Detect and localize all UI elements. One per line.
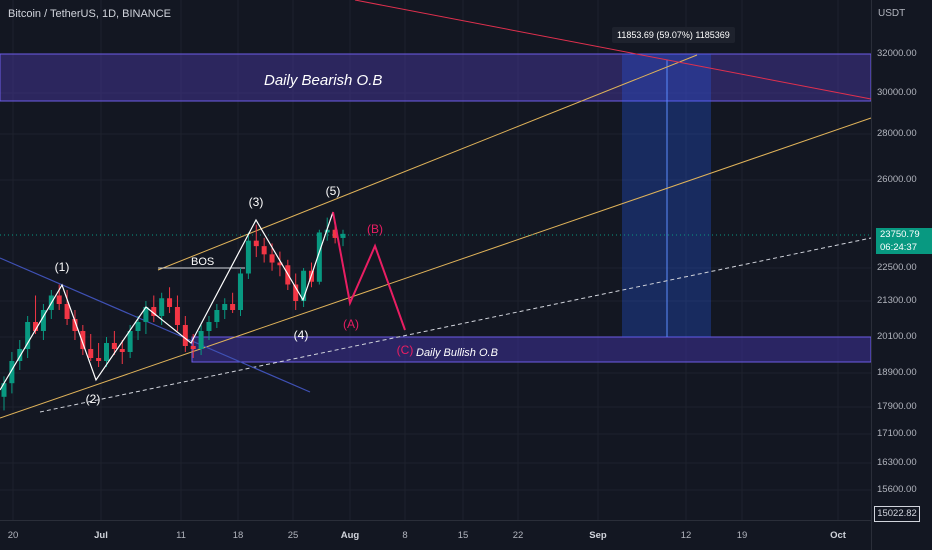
wave-5-label: (5)	[325, 184, 341, 198]
price-axis-currency[interactable]: USDT	[878, 8, 906, 19]
candle[interactable]	[198, 331, 204, 349]
elliott-wave-path[interactable]	[0, 211, 334, 391]
time-tick-label: 11	[176, 530, 186, 541]
candle[interactable]	[174, 307, 180, 325]
time-tick-label: 18	[232, 530, 244, 541]
candle[interactable]	[238, 273, 244, 311]
price-tick-label: 21300.00	[877, 295, 917, 306]
price-tick-label: 26000.00	[877, 174, 917, 185]
price-tick-label: 20100.00	[877, 331, 917, 342]
wave-4-label: (4)	[293, 328, 309, 342]
time-tick-label: Oct	[830, 530, 846, 541]
price-tick-label: 17100.00	[877, 428, 917, 439]
candle[interactable]	[111, 343, 117, 349]
candle[interactable]	[182, 325, 188, 346]
current-price-value: 23750.79	[880, 229, 920, 240]
price-tick-label: 32000.00	[877, 48, 917, 59]
candle[interactable]	[72, 319, 78, 331]
time-tick-label: 20	[7, 530, 19, 541]
bos-label: BOS	[191, 256, 215, 268]
bar-countdown: 06:24:37	[880, 242, 917, 253]
candle[interactable]	[261, 246, 267, 255]
wave-1-label: (1)	[54, 260, 70, 274]
candle[interactable]	[25, 322, 31, 349]
time-tick-label: 8	[402, 530, 408, 541]
measure-readout: 11853.69 (59.07%) 1185369	[612, 27, 735, 43]
candle[interactable]	[324, 229, 330, 233]
wave-a-label: (A)	[343, 317, 359, 331]
wave-2-label: (2)	[85, 392, 101, 406]
candle[interactable]	[40, 310, 46, 331]
candle[interactable]	[151, 307, 157, 316]
candle[interactable]	[80, 331, 86, 349]
time-tick-label: 25	[287, 530, 299, 541]
time-tick-label: 19	[736, 530, 748, 541]
daily-bullish-ob-zone[interactable]	[191, 336, 872, 363]
price-tick-label: 28000.00	[877, 128, 917, 139]
candle[interactable]	[340, 233, 346, 238]
time-tick-label: Aug	[340, 530, 360, 541]
support-dashed-line[interactable]	[39, 237, 872, 413]
price-tick-label: 30000.00	[877, 87, 917, 98]
price-axis-separator	[871, 0, 872, 550]
candle[interactable]	[143, 307, 149, 322]
abc-projection-path[interactable]	[332, 211, 406, 331]
channel-lower-line[interactable]	[0, 117, 872, 419]
low-price-marker: 15022.82	[874, 506, 920, 522]
wave-3-label: (3)	[248, 195, 264, 209]
candle[interactable]	[253, 240, 259, 247]
current-price-tag: 23750.79 06:24:37	[876, 228, 932, 254]
wave-c-label: (C)	[396, 343, 414, 357]
candle[interactable]	[230, 304, 236, 310]
red-resistance-line[interactable]	[354, 0, 872, 100]
time-tick-label: Sep	[589, 530, 607, 541]
candle[interactable]	[88, 349, 94, 358]
candles-group	[1, 217, 346, 411]
candle[interactable]	[167, 298, 173, 307]
descending-trend-line[interactable]	[0, 257, 311, 393]
price-tick-label: 18900.00	[877, 367, 917, 378]
symbol-title[interactable]: Bitcoin / TetherUS, 1D, BINANCE	[8, 8, 172, 20]
candle[interactable]	[127, 331, 133, 352]
bearish-ob-label: Daily Bearish O.B	[264, 72, 383, 89]
candle[interactable]	[293, 284, 299, 302]
price-tick-label: 22500.00	[877, 262, 917, 273]
candle[interactable]	[332, 229, 338, 238]
time-tick-label: 15	[457, 530, 469, 541]
wave-b-label: (B)	[367, 222, 383, 236]
candle[interactable]	[96, 358, 102, 361]
candle[interactable]	[119, 349, 125, 352]
candle[interactable]	[214, 310, 220, 322]
candle[interactable]	[64, 304, 70, 319]
price-tick-label: 15600.00	[877, 484, 917, 495]
candle[interactable]	[222, 304, 228, 310]
time-tick-label: 12	[680, 530, 692, 541]
candle[interactable]	[206, 322, 212, 331]
time-tick-label: 22	[512, 530, 524, 541]
candle[interactable]	[316, 232, 322, 282]
time-axis-separator	[0, 520, 871, 521]
candle[interactable]	[190, 346, 196, 349]
candle[interactable]	[269, 254, 275, 263]
daily-bearish-ob-zone[interactable]	[0, 53, 872, 102]
grid-lines	[0, 0, 871, 520]
channel-upper-line[interactable]	[157, 54, 698, 271]
candle[interactable]	[1, 383, 7, 397]
candle[interactable]	[277, 262, 283, 266]
candle[interactable]	[103, 343, 109, 361]
candle[interactable]	[245, 240, 251, 274]
candle[interactable]	[33, 322, 39, 331]
candle[interactable]	[159, 298, 165, 316]
candle[interactable]	[17, 349, 23, 361]
candle[interactable]	[301, 270, 307, 301]
candle[interactable]	[135, 322, 141, 331]
candle[interactable]	[56, 295, 62, 305]
price-tick-label: 17900.00	[877, 401, 917, 412]
time-tick-label: Jul	[94, 530, 108, 541]
candle[interactable]	[9, 361, 15, 384]
price-tick-label: 16300.00	[877, 457, 917, 468]
bullish-ob-label: Daily Bullish O.B	[416, 347, 498, 359]
